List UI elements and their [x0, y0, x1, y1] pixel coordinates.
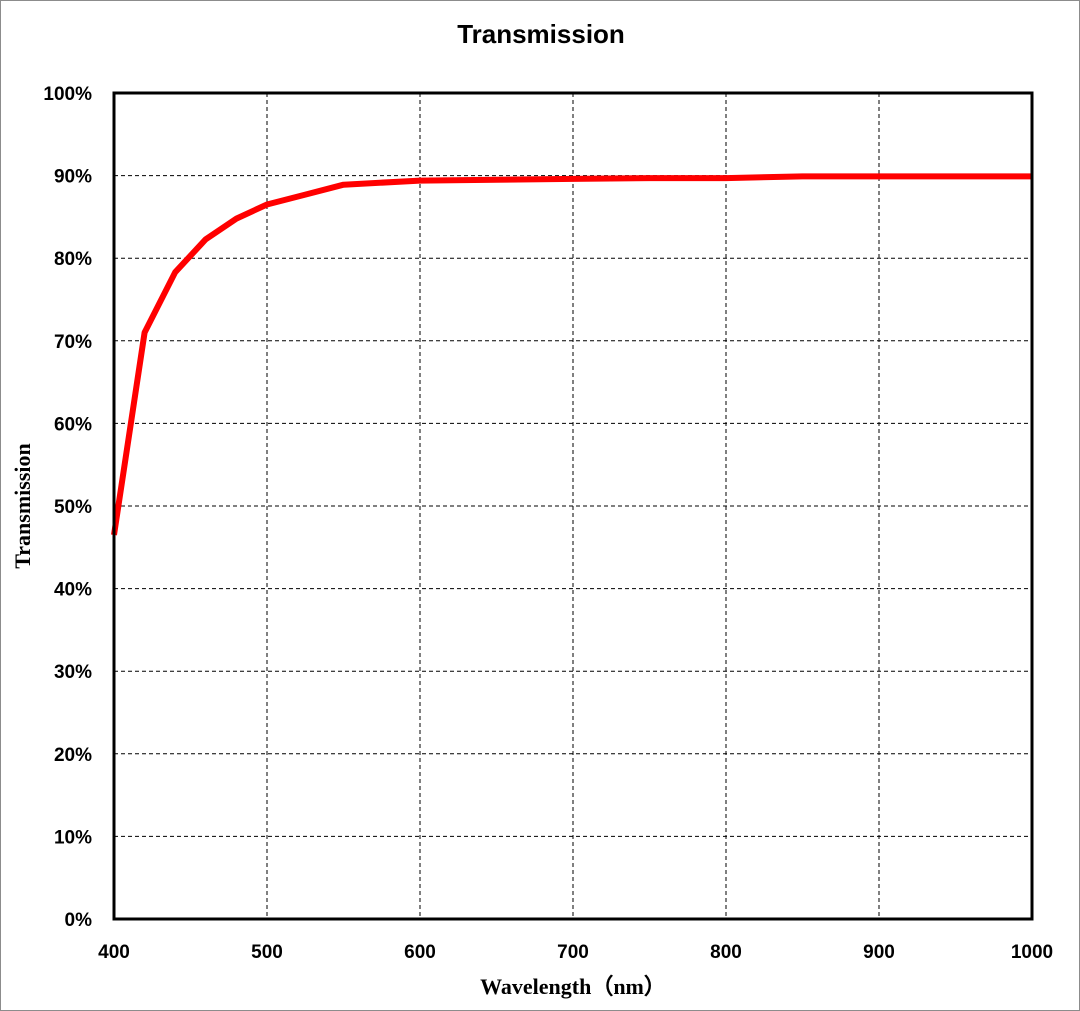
- y-axis-title: Transmission: [10, 443, 35, 569]
- y-tick-label: 20%: [54, 745, 92, 766]
- y-tick-label: 80%: [54, 249, 92, 270]
- y-tick-label: 40%: [54, 580, 92, 601]
- x-tick-label: 1000: [1011, 942, 1053, 963]
- y-tick-label: 10%: [54, 827, 92, 848]
- y-tick-label: 30%: [54, 662, 92, 683]
- y-tick-label: 0%: [65, 910, 93, 931]
- y-tick-label: 60%: [54, 414, 92, 435]
- chart-title: Transmission: [457, 19, 625, 49]
- x-tick-label: 500: [251, 942, 283, 963]
- y-axis-tick-labels: 0% 10% 20% 30% 40% 50% 60% 70% 80% 90% 100%: [43, 84, 92, 931]
- y-tick-label: 100%: [43, 84, 92, 105]
- series-layer: [111, 173, 1032, 536]
- x-axis-title: Wavelength（nm）: [480, 974, 666, 999]
- x-tick-label: 800: [710, 942, 742, 963]
- y-tick-label: 50%: [54, 497, 92, 518]
- grid-lines: [114, 93, 1032, 919]
- x-axis-tick-labels: 400 500 600 700 800 900 1000: [98, 942, 1053, 963]
- plot-area-border: [112, 91, 1034, 921]
- y-tick-label: 90%: [54, 167, 92, 188]
- y-tick-label: 70%: [54, 332, 92, 353]
- x-tick-label: 600: [404, 942, 436, 963]
- x-tick-label: 900: [863, 942, 895, 963]
- x-tick-label: 400: [98, 942, 130, 963]
- x-tick-label: 700: [557, 942, 589, 963]
- series-line-0: [111, 173, 1032, 536]
